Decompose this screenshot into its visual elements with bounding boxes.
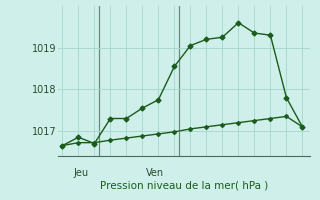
Text: Jeu: Jeu	[73, 168, 88, 178]
Text: Ven: Ven	[146, 168, 164, 178]
X-axis label: Pression niveau de la mer( hPa ): Pression niveau de la mer( hPa )	[100, 181, 268, 191]
